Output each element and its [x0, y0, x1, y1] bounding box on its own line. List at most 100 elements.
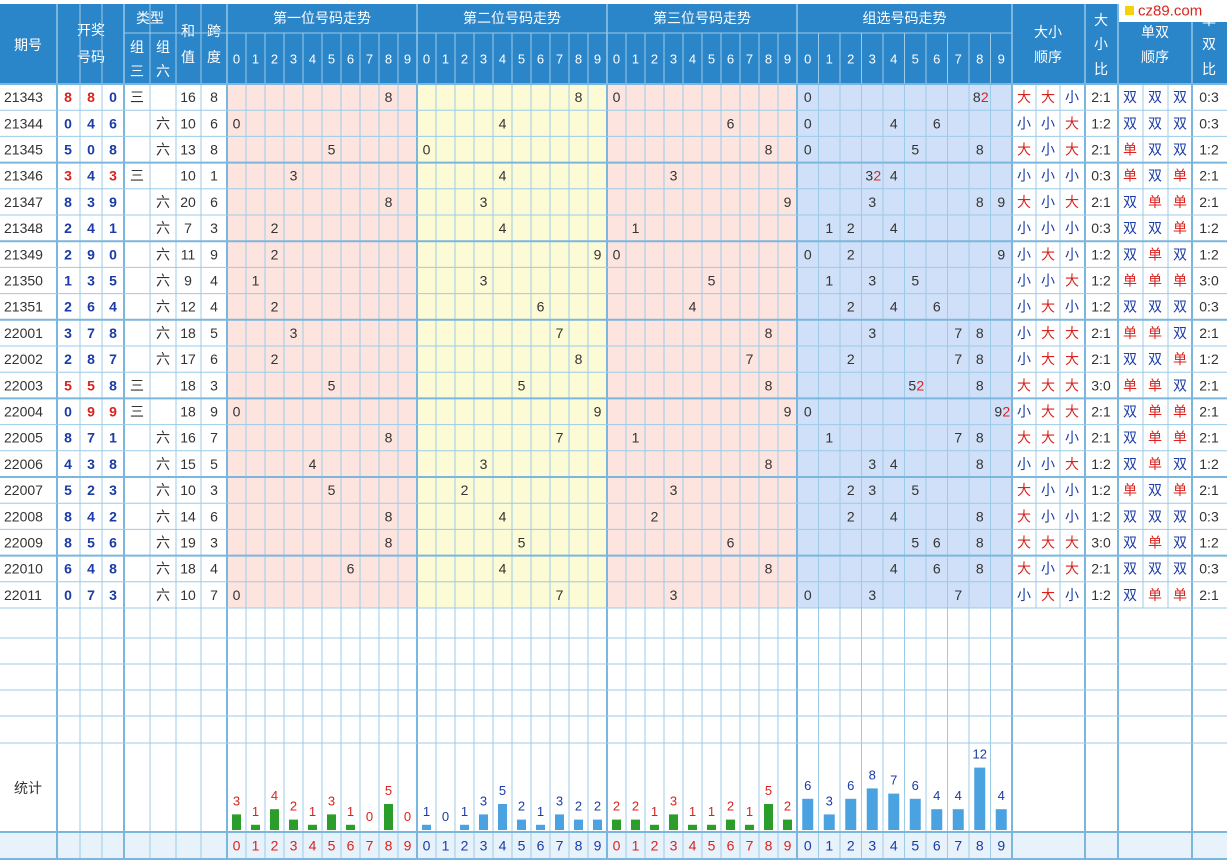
row-draw-digit: 2	[64, 220, 72, 236]
row-type-z6: 六	[156, 325, 170, 341]
stat-bar-label: 7	[890, 773, 897, 788]
row-oddeven: 单	[1148, 430, 1162, 446]
row-draw-digit: 8	[64, 430, 72, 446]
row-draw-digit: 4	[87, 561, 95, 577]
pos2-mark: 4	[499, 508, 507, 524]
row-sum: 11	[181, 246, 196, 262]
row-bigsmall: 小	[1017, 404, 1031, 420]
row-oddeven: 单	[1148, 535, 1162, 551]
group-mark: 2	[847, 220, 855, 236]
stat-bar-label: 12	[973, 747, 987, 762]
row-draw-digit: 4	[87, 508, 95, 524]
row-draw-digit: 1	[64, 273, 72, 289]
header-bsr-a: 大	[1094, 12, 1108, 28]
stat-bar	[995, 809, 1007, 830]
row-draw-digit: 3	[87, 456, 95, 472]
row-oddeven: 单	[1123, 273, 1137, 289]
row-span: 7	[210, 587, 218, 603]
row-bigsmall: 小	[1065, 482, 1079, 498]
header-p3-digit-0: 0	[613, 52, 620, 67]
pos2-mark: 9	[594, 246, 602, 262]
header-p3-digit-7: 7	[746, 52, 753, 67]
group-mark: 8	[976, 561, 984, 577]
bottom-digit: 5	[911, 838, 919, 854]
row-span: 3	[210, 220, 218, 236]
group-mark: 8	[976, 535, 984, 551]
row-bigsmall: 小	[1017, 351, 1031, 367]
header-g-digit-7: 7	[955, 52, 962, 67]
row-oe-ratio: 1:2	[1199, 142, 1219, 158]
header-p1-digit-7: 7	[366, 52, 373, 67]
row-draw-digit: 1	[109, 430, 117, 446]
row-oe-ratio: 3:0	[1199, 273, 1219, 289]
group-mark: 2	[847, 508, 855, 524]
group-mark: 7	[954, 587, 962, 603]
stats-label: 统计	[14, 780, 42, 796]
row-bigsmall: 小	[1065, 299, 1079, 315]
row-oddeven: 双	[1173, 508, 1187, 524]
row-bigsmall: 大	[1017, 377, 1031, 393]
header-sum-b: 值	[181, 49, 195, 65]
row-issue: 21349	[4, 246, 43, 262]
row-bigsmall: 大	[1065, 561, 1079, 577]
row-draw-digit: 3	[109, 168, 117, 184]
bottom-digit: 2	[461, 838, 469, 854]
stat-bar-label: 5	[385, 783, 392, 798]
stat-bar-label: 4	[955, 788, 962, 803]
pos2-mark: 0	[423, 142, 431, 158]
row-draw-digit: 3	[64, 168, 72, 184]
group-mark: 6	[933, 535, 941, 551]
stat-bar	[707, 824, 716, 830]
pos1-mark: 8	[385, 508, 393, 524]
row-bs-ratio: 2:1	[1091, 561, 1111, 577]
stat-bar	[726, 819, 735, 830]
row-bigsmall: 大	[1041, 587, 1055, 603]
row-oddeven: 双	[1148, 351, 1162, 367]
bottom-digit: 4	[499, 838, 507, 854]
pos3-mark: 3	[670, 168, 678, 184]
header-p3-digit-5: 5	[708, 52, 715, 67]
row-type-z6: 六	[156, 351, 170, 367]
header-g-digit-5: 5	[912, 52, 919, 67]
pos1-mark: 5	[328, 482, 336, 498]
row-span: 5	[210, 325, 218, 341]
row-bigsmall: 大	[1065, 142, 1079, 158]
bottom-digit: 9	[784, 838, 792, 854]
row-oddeven: 双	[1173, 561, 1187, 577]
header-p1-digit-6: 6	[347, 52, 354, 67]
pos1-mark: 8	[385, 89, 393, 105]
stat-bar	[479, 814, 488, 830]
stat-bar-label: 2	[575, 799, 582, 814]
row-bigsmall: 小	[1041, 482, 1055, 498]
header-oddeven-b: 顺序	[1141, 49, 1169, 65]
row-draw-digit: 8	[109, 456, 117, 472]
header-p3-digit-9: 9	[784, 52, 791, 67]
stat-bar-label: 2	[727, 799, 734, 814]
stat-bar	[952, 809, 964, 830]
row-draw-digit: 7	[87, 430, 95, 446]
group-mark: 7	[954, 351, 962, 367]
row-oddeven: 双	[1123, 535, 1137, 551]
row-draw-digit: 7	[109, 351, 117, 367]
group-mark: 2	[847, 482, 855, 498]
row-draw-digit: 4	[87, 220, 95, 236]
header-p2-digit-4: 4	[499, 52, 506, 67]
pos2-mark: 3	[480, 273, 488, 289]
group-mark: 3	[868, 273, 876, 289]
bottom-digit: 2	[847, 838, 855, 854]
row-oddeven: 双	[1148, 508, 1162, 524]
row-type-z6: 六	[156, 299, 170, 315]
row-oddeven: 单	[1123, 168, 1137, 184]
row-draw-digit: 6	[64, 561, 72, 577]
header-oer-c: 比	[1202, 61, 1216, 77]
row-bigsmall: 小	[1017, 220, 1031, 236]
row-oddeven: 双	[1123, 246, 1137, 262]
row-issue: 21347	[4, 194, 43, 210]
row-bigsmall: 大	[1065, 115, 1079, 131]
bottom-digit: 6	[727, 838, 735, 854]
stat-bar-label: 2	[594, 799, 601, 814]
row-bs-ratio: 1:2	[1091, 299, 1111, 315]
stat-bar	[574, 819, 583, 830]
row-oddeven: 单	[1173, 430, 1187, 446]
row-draw-digit: 8	[109, 325, 117, 341]
